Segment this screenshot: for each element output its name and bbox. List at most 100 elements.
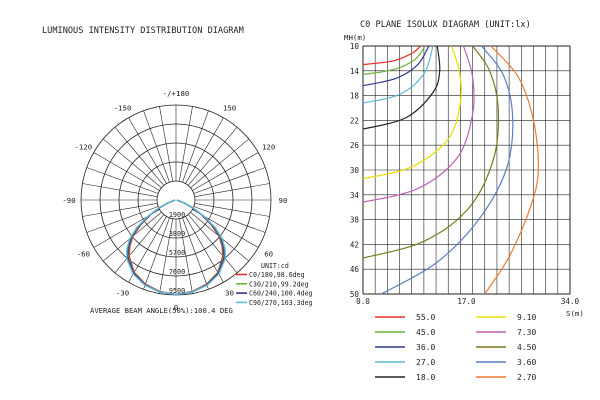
polar-spoke xyxy=(143,217,170,290)
polar-angle-labels: -/+180 150 120 90 60 30 0 -30 -60 -90 -120 -150 xyxy=(62,89,287,312)
isolux-curve xyxy=(484,45,539,295)
polar-spoke xyxy=(82,183,158,197)
isolux-legend-label: 45.0 xyxy=(416,328,435,337)
polar-angle-label: 60 xyxy=(264,250,273,259)
polar-spoke xyxy=(185,117,224,184)
isolux-y-tick-label: 22 xyxy=(350,116,359,125)
isolux-curves xyxy=(362,45,539,295)
polar-legend-label: C30/210,99.2deg xyxy=(249,280,309,288)
isolux-y-tick-label: 10 xyxy=(350,42,360,51)
polar-spoke xyxy=(182,217,209,290)
polar-unit-label: UNIT:cd xyxy=(261,262,289,270)
isolux-curve xyxy=(362,45,441,130)
polar-spoke xyxy=(193,167,266,194)
isolux-curve xyxy=(362,45,475,203)
polar-radial-label: 9500 xyxy=(169,287,185,295)
isolux-title: C0 PLANE ISOLUX DIAGRAM (UNIT:lx) xyxy=(360,20,531,30)
isolux-legend-label: 9.10 xyxy=(517,313,536,322)
polar-angle-label: -120 xyxy=(74,143,92,152)
polar-spoke xyxy=(187,127,238,186)
isolux-x-axis-label: S(m) xyxy=(566,309,584,318)
polar-angle-label: 90 xyxy=(279,196,288,205)
isolux-curve xyxy=(362,45,430,87)
isolux-grid xyxy=(362,45,571,295)
polar-series xyxy=(126,199,226,296)
polar-spoke xyxy=(182,110,209,183)
polar-grid xyxy=(80,104,272,296)
polar-series-curve xyxy=(126,199,226,296)
isolux-x-tick-label: 34.0 xyxy=(561,297,580,306)
polar-title: LUMINOUS INTENSITY DISTRIBUTION DIAGRAM xyxy=(42,26,244,36)
polar-spoke xyxy=(185,216,224,283)
polar-angle-label: 30 xyxy=(225,289,234,298)
polar-legend-label: C60/240,100.4deg xyxy=(249,290,313,298)
polar-spoke xyxy=(86,206,159,233)
isolux-y-tick-label: 26 xyxy=(350,141,360,150)
isolux-curve xyxy=(362,45,462,180)
polar-spoke xyxy=(179,106,193,182)
isolux-legend-label: 7.30 xyxy=(517,328,536,337)
isolux-y-ticks: 10 14 18 22 26 30 34 38 42 46 50 xyxy=(350,42,360,299)
polar-spoke xyxy=(194,203,270,217)
polar-angle-label: -30 xyxy=(116,289,129,298)
polar-spoke xyxy=(159,106,173,182)
isolux-x-ticks: 0.0 17.0 34.0 xyxy=(356,297,579,306)
isolux-y-tick-label: 18 xyxy=(350,92,360,101)
polar-spoke xyxy=(192,152,259,191)
polar-angle-label: -150 xyxy=(114,103,132,112)
polar-spoke xyxy=(82,203,158,217)
isolux-x-tick-label: 17.0 xyxy=(457,297,476,306)
polar-radial-label: 5700 xyxy=(169,249,185,257)
isolux-curve xyxy=(362,45,422,66)
isolux-y-tick-label: 50 xyxy=(350,290,360,299)
isolux-y-tick-label: 14 xyxy=(350,67,360,76)
polar-footer: AVERAGE BEAM ANGLE(50%):100.4 DEG xyxy=(90,306,233,315)
polar-spoke xyxy=(114,214,165,273)
polar-spoke xyxy=(159,218,173,294)
isolux-x-tick-label: 0.0 xyxy=(356,297,370,306)
isolux-y-tick-label: 30 xyxy=(350,166,360,175)
isolux-legend-label: 27.0 xyxy=(416,358,435,367)
polar-angle-label: 150 xyxy=(223,103,236,112)
polar-angle-label: 120 xyxy=(262,143,275,152)
isolux-y-tick-label: 38 xyxy=(350,216,360,225)
polar-radial-label: 7600 xyxy=(169,268,185,276)
polar-spoke xyxy=(103,138,162,189)
polar-radial-labels: 1900 3800 5700 7600 9500 xyxy=(169,211,185,295)
polar-angle-label: 0 xyxy=(174,303,178,312)
polar-spoke xyxy=(179,218,193,294)
isolux-curve xyxy=(362,45,426,76)
polar-angle-label: -90 xyxy=(62,196,75,205)
isolux-curve xyxy=(362,45,500,259)
isolux-legend-label: 2.70 xyxy=(517,373,536,382)
isolux-legend-label: 4.50 xyxy=(517,343,536,352)
isolux-curve xyxy=(381,45,514,295)
polar-spoke xyxy=(193,206,266,233)
isolux-legend-label: 36.0 xyxy=(416,343,435,352)
polar-angle-label: -/+180 xyxy=(163,89,190,98)
isolux-y-tick-label: 42 xyxy=(350,240,359,249)
polar-spoke xyxy=(143,110,170,183)
polar-spoke xyxy=(86,167,159,194)
polar-spoke xyxy=(190,138,249,189)
polar-spoke xyxy=(128,216,167,283)
isolux-curve xyxy=(362,45,434,104)
isolux-legend: 55.0 45.0 36.0 27.0 18.0 9.10 7.30 4.50 3.60 2.70 xyxy=(375,313,536,382)
polar-radial-label: 1900 xyxy=(169,211,185,219)
polar-legend-label: C90/270,103.3deg xyxy=(249,299,313,307)
isolux-legend-label: 18.0 xyxy=(416,373,435,382)
polar-spoke xyxy=(128,117,167,184)
isolux-y-tick-label: 46 xyxy=(350,265,360,274)
polar-spoke xyxy=(187,214,238,273)
polar-radial-label: 3800 xyxy=(169,230,185,238)
polar-angle-label: -60 xyxy=(77,250,90,259)
isolux-y-tick-label: 34 xyxy=(350,191,360,200)
isolux-legend-label: 3.60 xyxy=(517,358,536,367)
isolux-y-axis-label: MH(m) xyxy=(344,33,366,42)
polar-spoke xyxy=(114,127,165,186)
polar-spoke xyxy=(194,183,270,197)
isolux-legend-label: 55.0 xyxy=(416,313,435,322)
polar-spoke xyxy=(93,152,160,191)
